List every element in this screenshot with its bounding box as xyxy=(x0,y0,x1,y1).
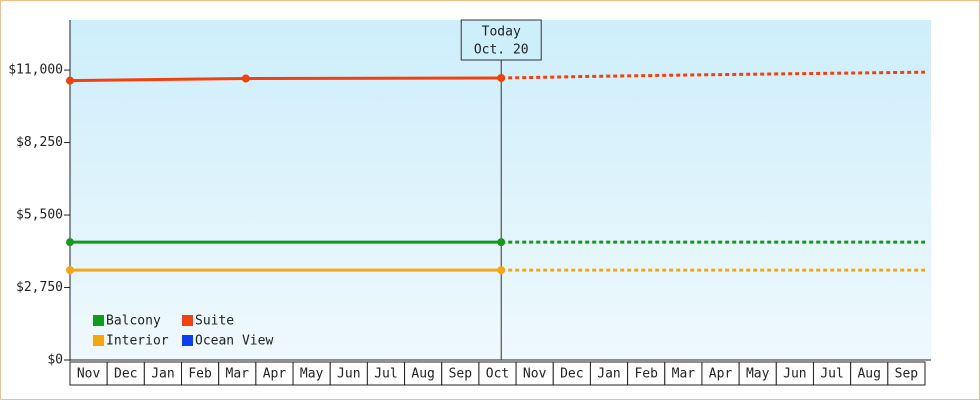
today-label: Today xyxy=(482,25,521,40)
x-tick-label: Dec xyxy=(114,367,137,382)
point xyxy=(497,266,506,275)
x-tick-label: Jul xyxy=(820,367,843,382)
x-tick-label: Jan xyxy=(597,367,620,382)
x-tick-label: Oct xyxy=(486,367,509,382)
x-tick-label: Dec xyxy=(560,367,583,382)
x-tick-label: Apr xyxy=(263,367,287,382)
point xyxy=(497,238,506,247)
legend-label: Interior xyxy=(106,334,169,349)
plot-area xyxy=(70,20,931,360)
legend-swatch xyxy=(93,335,104,346)
x-tick-label: Aug xyxy=(411,367,434,382)
x-tick-label: Jan xyxy=(151,367,174,382)
point xyxy=(66,238,74,247)
x-tick-label: Sep xyxy=(895,367,919,382)
x-tick-label: Mar xyxy=(226,367,250,382)
point xyxy=(497,73,506,82)
forecast-line xyxy=(501,70,926,80)
legend-label: Balcony xyxy=(106,314,161,329)
x-tick-label: Apr xyxy=(709,367,733,382)
x-tick-label: Feb xyxy=(188,367,212,382)
x-tick-label: Sep xyxy=(449,367,473,382)
x-tick-label: Jun xyxy=(337,367,360,382)
point xyxy=(66,266,74,275)
x-tick-label: Nov xyxy=(523,367,547,382)
point xyxy=(66,76,74,85)
today-box xyxy=(460,19,542,61)
x-tick-label: Nov xyxy=(77,367,101,382)
x-tick-label: Jul xyxy=(374,367,397,382)
y-tick-label: $8,250 xyxy=(16,135,63,150)
legend-swatch xyxy=(93,315,104,326)
x-tick-label: Mar xyxy=(672,367,696,382)
month-cell xyxy=(887,361,926,386)
x-tick-label: Feb xyxy=(634,367,658,382)
point xyxy=(241,74,250,83)
x-tick-label: Jun xyxy=(783,367,806,382)
legend-label: Suite xyxy=(195,314,234,329)
y-tick-label: $11,000 xyxy=(8,63,63,78)
x-tick-label: May xyxy=(746,367,770,382)
legend-swatch xyxy=(182,335,193,346)
today-date: Oct. 20 xyxy=(474,43,529,58)
x-tick-label: May xyxy=(300,367,324,382)
x-tick-label: Aug xyxy=(857,367,880,382)
y-tick-label: $2,750 xyxy=(16,280,63,295)
y-tick-label: $0 xyxy=(47,353,63,368)
legend-swatch xyxy=(182,315,193,326)
legend-label: Ocean View xyxy=(195,334,273,349)
y-tick-label: $5,500 xyxy=(16,208,63,223)
